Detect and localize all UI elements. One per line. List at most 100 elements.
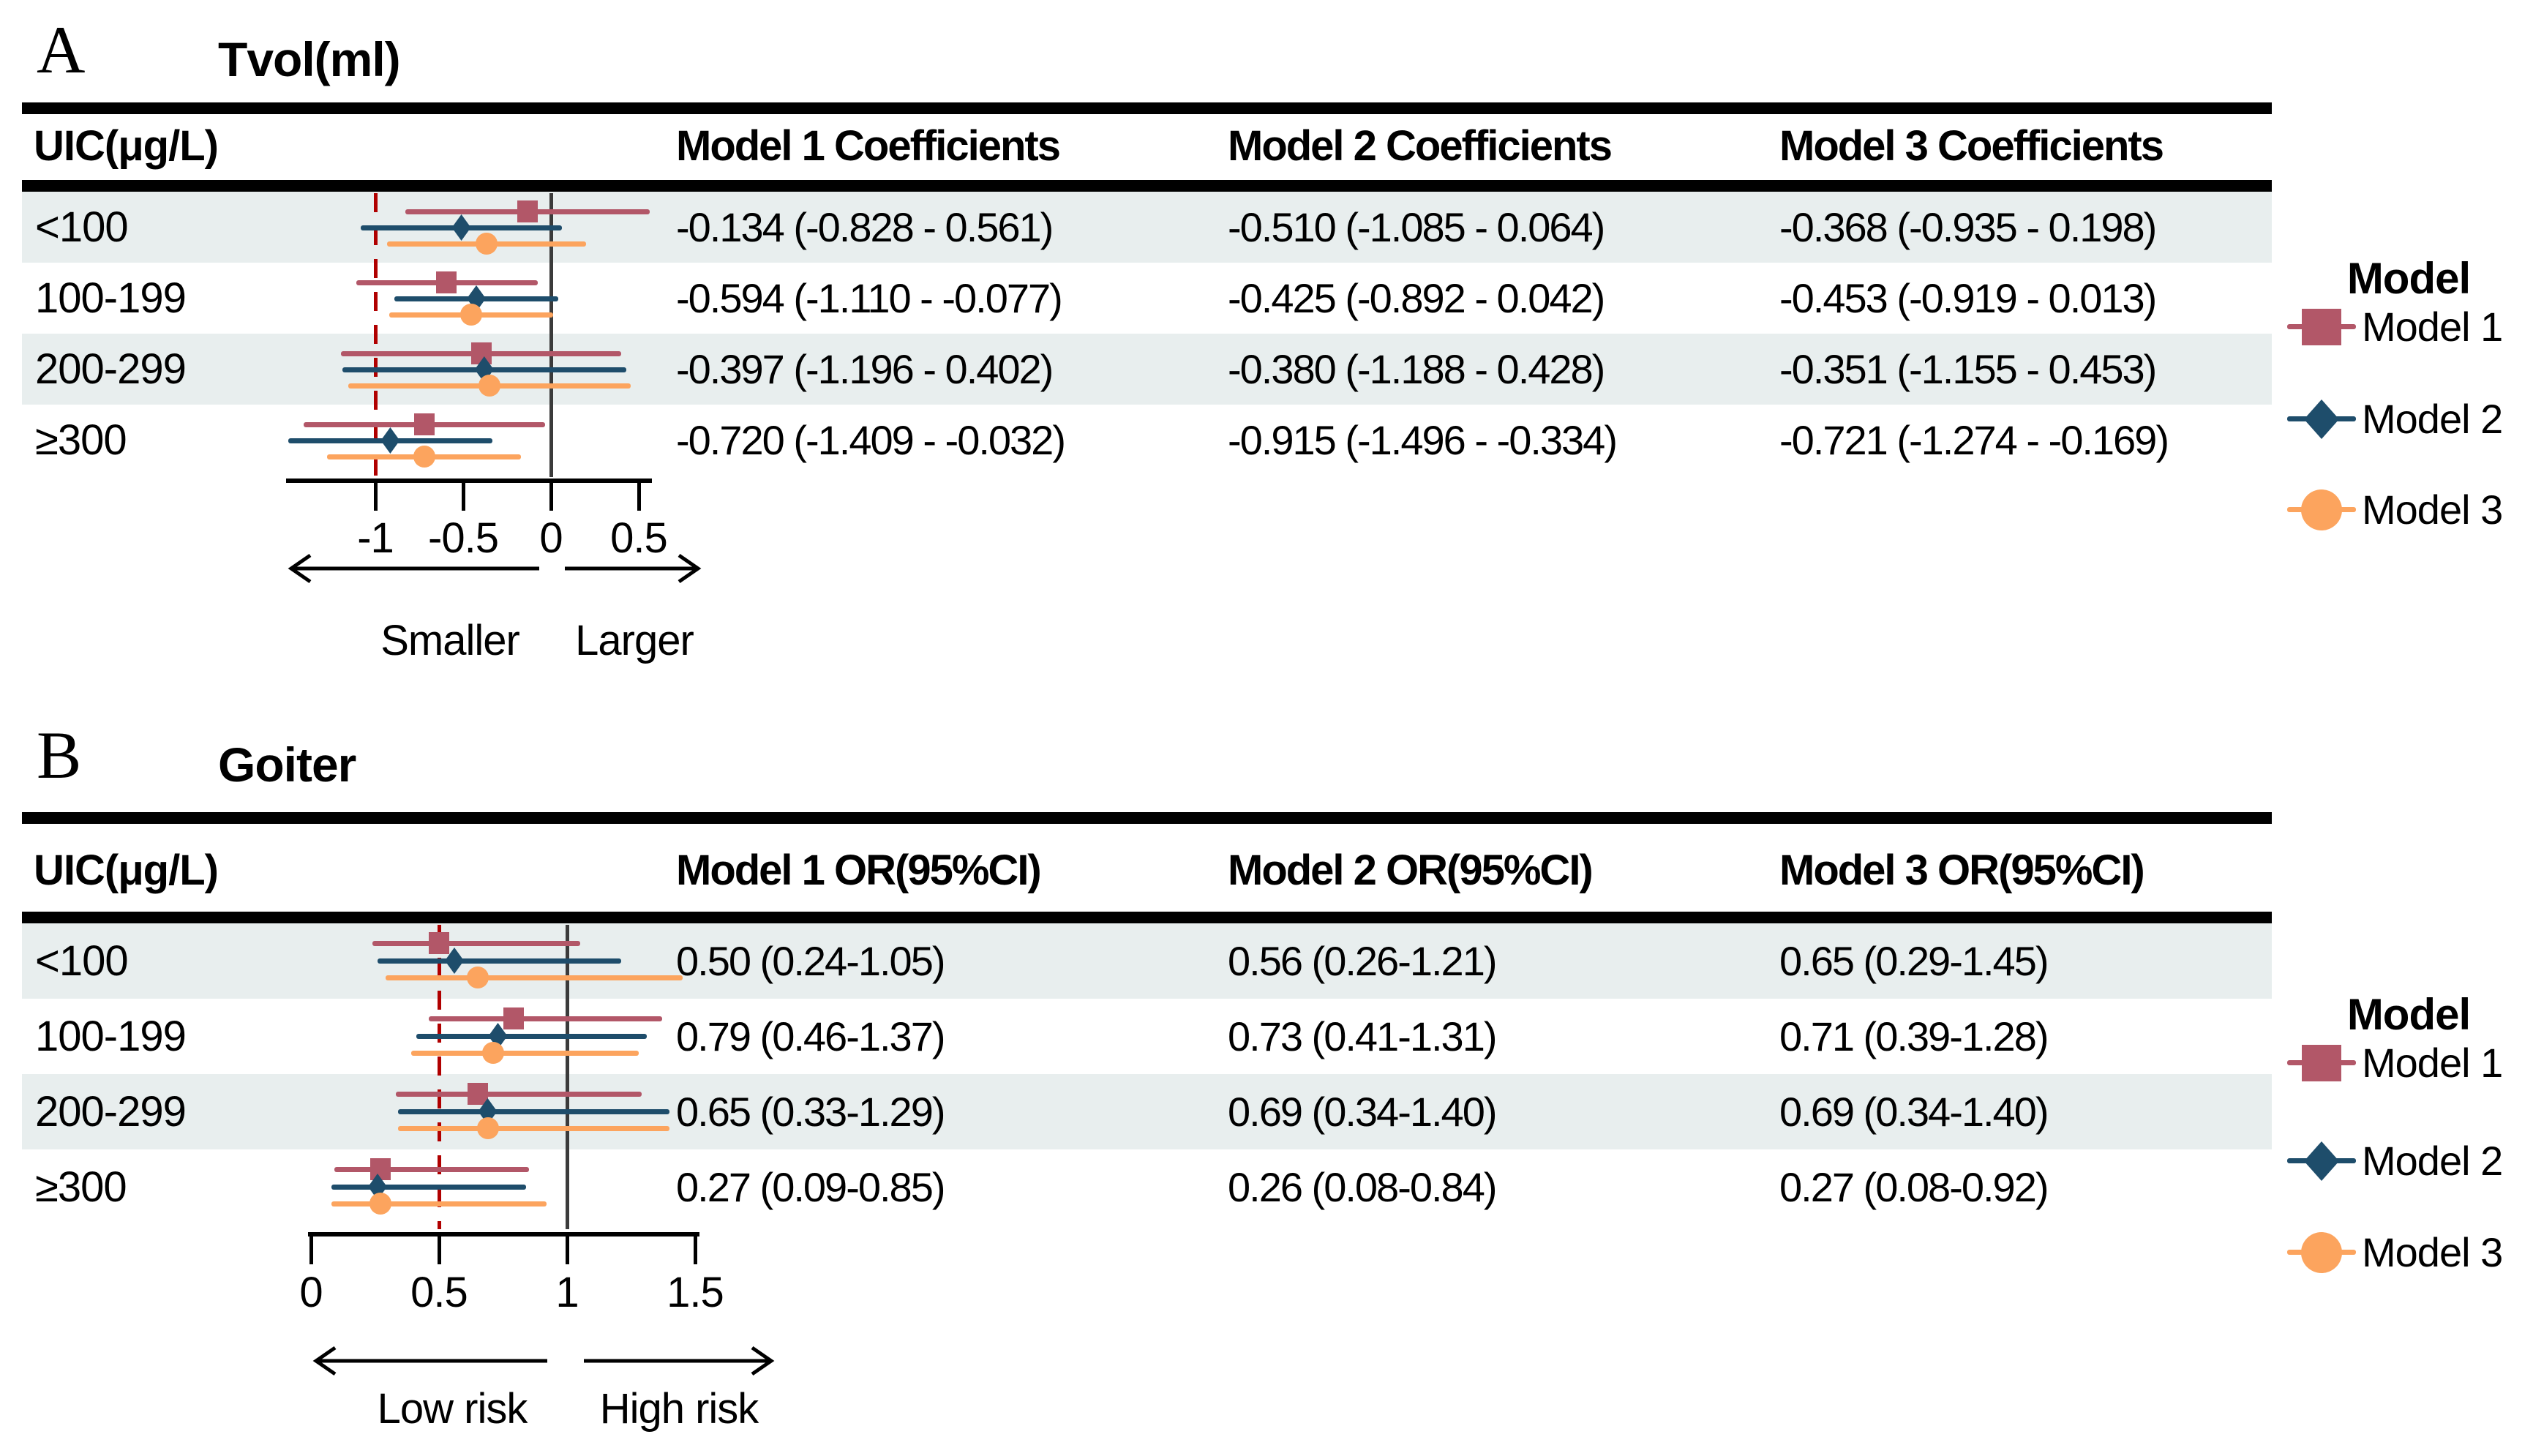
panel-b-legend-title: Model	[2346, 990, 2471, 1039]
coefficient-cell: 0.65 (0.33-1.29)	[676, 1089, 945, 1135]
x-axis-tick	[309, 1237, 313, 1264]
circle-legend-icon	[2301, 1232, 2342, 1273]
x-axis-tick-label: -0.5	[428, 514, 499, 562]
coefficient-cell: -0.134 (-0.828 - 0.561)	[676, 204, 1054, 250]
panel-a-header-rule	[22, 180, 2272, 192]
solid-reference-line	[549, 193, 553, 477]
row-label: 200-299	[35, 1088, 187, 1136]
dashed-reference-line	[374, 193, 378, 477]
coefficient-cell: 0.71 (0.39-1.28)	[1779, 1013, 2049, 1059]
x-axis-tick-label: 0.5	[410, 1269, 468, 1316]
confidence-interval-line	[372, 940, 580, 946]
circle-legend-icon	[2301, 489, 2342, 530]
panel-a-direction-left-label: Smaller	[380, 617, 520, 664]
confidence-interval-line	[410, 1050, 639, 1056]
coefficient-cell: 0.69 (0.34-1.40)	[1779, 1089, 2049, 1135]
row-label: <100	[35, 203, 129, 251]
column-header: Model 2 Coefficients	[1228, 122, 1613, 170]
coefficient-cell: 0.65 (0.29-1.45)	[1779, 938, 2049, 984]
coefficient-cell: 0.50 (0.24-1.05)	[676, 938, 945, 984]
x-axis-tick-label: 1	[555, 1269, 579, 1316]
column-header: Model 2 OR(95%CI)	[1228, 847, 1594, 894]
point-estimate-marker	[467, 1083, 488, 1105]
point-estimate-marker	[460, 304, 483, 326]
panel-b-letter: B	[37, 718, 82, 792]
square-legend-icon	[2302, 309, 2341, 345]
confidence-interval-line	[398, 1125, 669, 1131]
coefficient-cell: -0.594 (-1.110 - -0.077)	[676, 275, 1063, 321]
panel-b-title: Goiter	[218, 738, 356, 792]
column-header: Model 3 Coefficients	[1779, 122, 2164, 170]
legend-item-label: Model 2	[2362, 396, 2503, 442]
x-axis-tick-label: 0.5	[610, 514, 668, 562]
diamond-legend-icon	[2304, 1141, 2339, 1181]
direction-arrow-right	[565, 553, 702, 584]
coefficient-cell: -0.351 (-1.155 - 0.453)	[1779, 346, 2157, 392]
legend-item-label: Model 3	[2362, 487, 2503, 533]
column-header: Model 1 OR(95%CI)	[676, 847, 1042, 894]
square-legend-icon	[2302, 1045, 2341, 1081]
column-header: Model 3 OR(95%CI)	[1779, 847, 2145, 894]
point-estimate-marker	[413, 446, 435, 468]
panel-b-direction-left-label: Low risk	[377, 1385, 528, 1433]
table-row-band	[22, 999, 2272, 1074]
coefficient-cell: 0.73 (0.41-1.31)	[1228, 1013, 1497, 1059]
coefficient-cell: -0.368 (-0.935 - 0.198)	[1779, 204, 2157, 250]
x-axis-line	[286, 479, 652, 483]
confidence-interval-line	[429, 1016, 662, 1021]
table-row-band	[22, 1074, 2272, 1149]
confidence-interval-line	[331, 1201, 547, 1207]
direction-arrow-right	[584, 1346, 775, 1376]
legend-item-label: Model 1	[2362, 1040, 2503, 1086]
x-axis-tick	[462, 483, 465, 511]
point-estimate-marker	[436, 271, 457, 293]
confidence-interval-line	[385, 975, 683, 980]
confidence-interval-line	[334, 1166, 529, 1172]
coefficient-cell: -0.380 (-1.188 - 0.428)	[1228, 346, 1605, 392]
panel-a-direction-right-label: Larger	[575, 617, 694, 664]
solid-reference-line	[566, 925, 569, 1229]
direction-arrow-left	[312, 1346, 547, 1376]
panel-b-top-rule	[22, 812, 2272, 824]
coefficient-cell: -0.453 (-0.919 - 0.013)	[1779, 275, 2157, 321]
panel-a-legend-title: Model	[2346, 254, 2471, 303]
coefficient-cell: -0.720 (-1.409 - -0.032)	[676, 417, 1066, 463]
confidence-interval-line	[395, 1091, 642, 1097]
panel-a-top-rule	[22, 102, 2272, 114]
row-label: 100-199	[35, 1013, 187, 1060]
panel-b-row-header: UIC(μg/L)	[34, 847, 219, 894]
x-axis-tick-label: 1.5	[667, 1269, 724, 1316]
panel-a-letter: A	[37, 12, 86, 87]
x-axis-tick	[566, 1237, 569, 1264]
coefficient-cell: -0.510 (-1.085 - 0.064)	[1228, 204, 1605, 250]
coefficient-cell: 0.56 (0.26-1.21)	[1228, 938, 1497, 984]
point-estimate-marker	[478, 375, 500, 397]
coefficient-cell: -0.721 (-1.274 - -0.169)	[1779, 417, 2169, 463]
x-axis-tick-label: 0	[299, 1269, 323, 1316]
column-header: Model 1 Coefficients	[676, 122, 1061, 170]
row-label: 200-299	[35, 345, 187, 393]
x-axis-tick-label: 0	[539, 514, 563, 562]
row-label: <100	[35, 937, 129, 985]
coefficient-cell: 0.26 (0.08-0.84)	[1228, 1164, 1497, 1210]
coefficient-cell: 0.27 (0.09-0.85)	[676, 1164, 945, 1210]
x-axis-tick-label: -1	[357, 514, 394, 562]
coefficient-cell: 0.69 (0.34-1.40)	[1228, 1089, 1497, 1135]
point-estimate-marker	[481, 1042, 504, 1064]
confidence-interval-line	[398, 1108, 669, 1114]
confidence-interval-line	[331, 1184, 526, 1190]
legend-item-label: Model 1	[2362, 304, 2503, 350]
row-label: ≥300	[35, 416, 127, 464]
x-axis-tick	[438, 1237, 441, 1264]
panel-b-header-rule	[22, 912, 2272, 923]
panel-a-title: Tvol(ml)	[218, 32, 401, 86]
confidence-interval-line	[416, 1033, 647, 1039]
coefficient-cell: -0.425 (-0.892 - 0.042)	[1228, 275, 1605, 321]
row-label: 100-199	[35, 274, 187, 322]
x-axis-tick	[374, 483, 378, 511]
point-estimate-marker	[466, 967, 489, 988]
point-estimate-marker	[369, 1193, 391, 1215]
confidence-interval-line	[378, 958, 621, 964]
point-estimate-marker	[476, 1117, 499, 1139]
